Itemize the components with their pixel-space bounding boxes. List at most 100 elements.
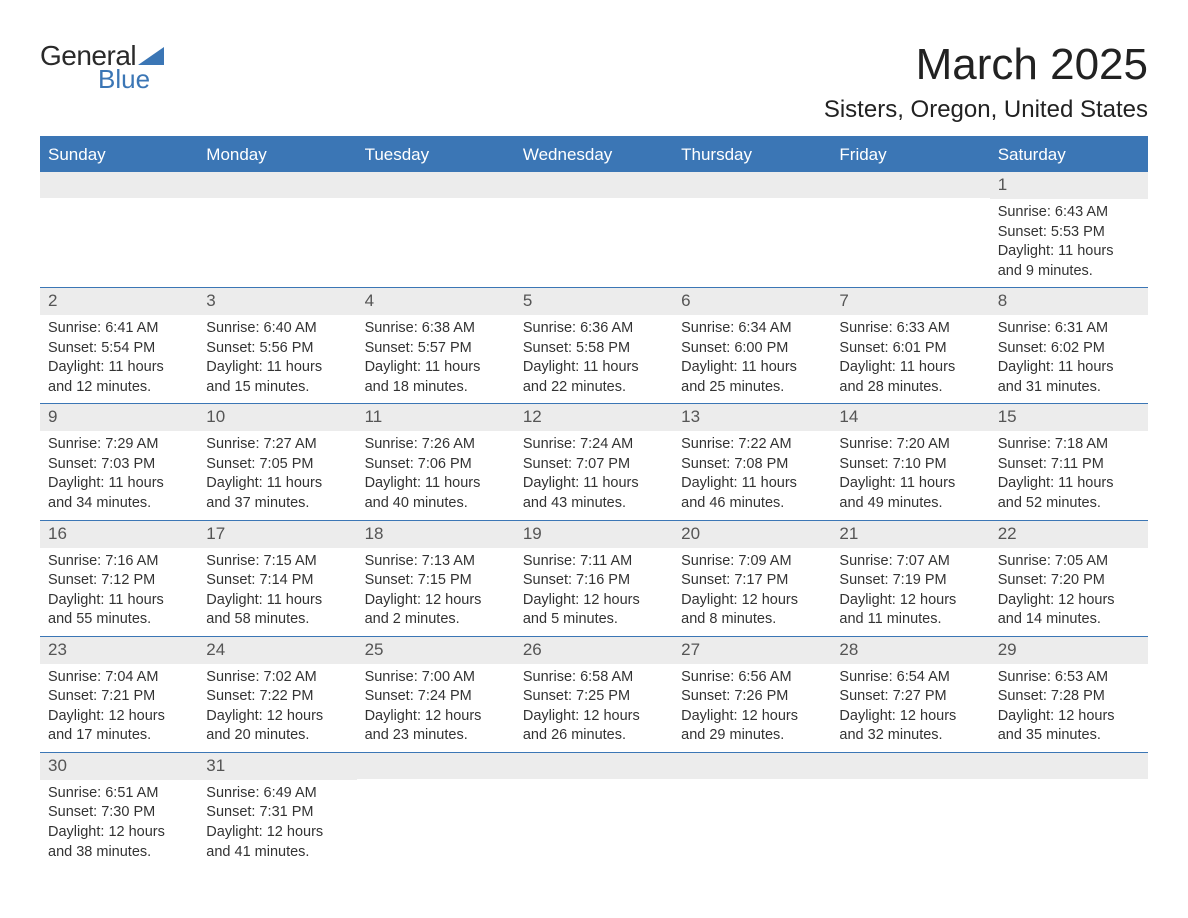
sunset-text: Sunset: 7:12 PM (48, 571, 190, 591)
day-body: Sunrise: 7:00 AMSunset: 7:24 PMDaylight:… (357, 664, 515, 752)
day-body: Sunrise: 7:04 AMSunset: 7:21 PMDaylight:… (40, 664, 198, 752)
daylight-text: Daylight: 11 hours and 12 minutes. (48, 358, 190, 397)
sunset-text: Sunset: 7:06 PM (365, 455, 507, 475)
day-number: 18 (357, 521, 515, 548)
day-body: Sunrise: 6:33 AMSunset: 6:01 PMDaylight:… (831, 315, 989, 403)
calendar-week: 1Sunrise: 6:43 AMSunset: 5:53 PMDaylight… (40, 172, 1148, 288)
day-number: 1 (990, 172, 1148, 199)
day-number: 19 (515, 521, 673, 548)
day-body: Sunrise: 7:16 AMSunset: 7:12 PMDaylight:… (40, 548, 198, 636)
sunrise-text: Sunrise: 7:26 AM (365, 435, 507, 455)
day-number: 20 (673, 521, 831, 548)
sunrise-text: Sunrise: 7:13 AM (365, 552, 507, 572)
sunset-text: Sunset: 7:19 PM (839, 571, 981, 591)
sunrise-text: Sunrise: 6:54 AM (839, 668, 981, 688)
day-body: Sunrise: 7:27 AMSunset: 7:05 PMDaylight:… (198, 431, 356, 519)
day-number: 27 (673, 637, 831, 664)
calendar-cell: 8Sunrise: 6:31 AMSunset: 6:02 PMDaylight… (990, 288, 1148, 404)
day-body: Sunrise: 7:07 AMSunset: 7:19 PMDaylight:… (831, 548, 989, 636)
daylight-text: Daylight: 11 hours and 31 minutes. (998, 358, 1140, 397)
daylight-text: Daylight: 12 hours and 23 minutes. (365, 707, 507, 746)
daylight-text: Daylight: 12 hours and 38 minutes. (48, 823, 190, 862)
day-number: 7 (831, 288, 989, 315)
calendar-cell (357, 752, 515, 868)
weekday-header-row: Sunday Monday Tuesday Wednesday Thursday… (40, 138, 1148, 172)
daylight-text: Daylight: 11 hours and 43 minutes. (523, 474, 665, 513)
sunrise-text: Sunrise: 7:27 AM (206, 435, 348, 455)
calendar-cell: 15Sunrise: 7:18 AMSunset: 7:11 PMDayligh… (990, 404, 1148, 520)
sunset-text: Sunset: 7:30 PM (48, 803, 190, 823)
sunset-text: Sunset: 7:27 PM (839, 687, 981, 707)
sunset-text: Sunset: 5:53 PM (998, 223, 1140, 243)
sunrise-text: Sunrise: 6:36 AM (523, 319, 665, 339)
day-body: Sunrise: 6:36 AMSunset: 5:58 PMDaylight:… (515, 315, 673, 403)
daylight-text: Daylight: 11 hours and 22 minutes. (523, 358, 665, 397)
calendar-cell: 1Sunrise: 6:43 AMSunset: 5:53 PMDaylight… (990, 172, 1148, 288)
daylight-text: Daylight: 11 hours and 52 minutes. (998, 474, 1140, 513)
daylight-text: Daylight: 11 hours and 18 minutes. (365, 358, 507, 397)
sunset-text: Sunset: 7:07 PM (523, 455, 665, 475)
day-number: 28 (831, 637, 989, 664)
sunrise-text: Sunrise: 6:49 AM (206, 784, 348, 804)
daylight-text: Daylight: 12 hours and 11 minutes. (839, 591, 981, 630)
day-number: 24 (198, 637, 356, 664)
daylight-text: Daylight: 11 hours and 34 minutes. (48, 474, 190, 513)
day-body: Sunrise: 6:41 AMSunset: 5:54 PMDaylight:… (40, 315, 198, 403)
sunset-text: Sunset: 7:22 PM (206, 687, 348, 707)
calendar-cell: 22Sunrise: 7:05 AMSunset: 7:20 PMDayligh… (990, 520, 1148, 636)
day-number: 23 (40, 637, 198, 664)
sunrise-text: Sunrise: 7:15 AM (206, 552, 348, 572)
sunset-text: Sunset: 5:54 PM (48, 339, 190, 359)
sunrise-text: Sunrise: 6:33 AM (839, 319, 981, 339)
daylight-text: Daylight: 11 hours and 55 minutes. (48, 591, 190, 630)
sunrise-text: Sunrise: 6:34 AM (681, 319, 823, 339)
daylight-text: Daylight: 11 hours and 9 minutes. (998, 242, 1140, 281)
daylight-text: Daylight: 12 hours and 29 minutes. (681, 707, 823, 746)
sunrise-text: Sunrise: 7:20 AM (839, 435, 981, 455)
day-body (357, 779, 515, 857)
day-body: Sunrise: 6:43 AMSunset: 5:53 PMDaylight:… (990, 199, 1148, 287)
sunrise-text: Sunrise: 7:29 AM (48, 435, 190, 455)
day-body (673, 198, 831, 276)
day-number (673, 172, 831, 198)
day-number: 11 (357, 404, 515, 431)
calendar-cell (673, 752, 831, 868)
calendar-week: 2Sunrise: 6:41 AMSunset: 5:54 PMDaylight… (40, 288, 1148, 404)
calendar-week: 30Sunrise: 6:51 AMSunset: 7:30 PMDayligh… (40, 752, 1148, 868)
calendar-cell (831, 172, 989, 288)
daylight-text: Daylight: 11 hours and 28 minutes. (839, 358, 981, 397)
sunset-text: Sunset: 7:08 PM (681, 455, 823, 475)
sunrise-text: Sunrise: 7:18 AM (998, 435, 1140, 455)
calendar-cell: 28Sunrise: 6:54 AMSunset: 7:27 PMDayligh… (831, 636, 989, 752)
day-number: 4 (357, 288, 515, 315)
daylight-text: Daylight: 12 hours and 5 minutes. (523, 591, 665, 630)
col-saturday: Saturday (990, 138, 1148, 172)
sunset-text: Sunset: 7:03 PM (48, 455, 190, 475)
calendar-cell: 17Sunrise: 7:15 AMSunset: 7:14 PMDayligh… (198, 520, 356, 636)
day-number: 25 (357, 637, 515, 664)
day-number (990, 753, 1148, 779)
calendar-cell: 24Sunrise: 7:02 AMSunset: 7:22 PMDayligh… (198, 636, 356, 752)
calendar-cell: 16Sunrise: 7:16 AMSunset: 7:12 PMDayligh… (40, 520, 198, 636)
calendar-cell: 5Sunrise: 6:36 AMSunset: 5:58 PMDaylight… (515, 288, 673, 404)
day-body: Sunrise: 7:26 AMSunset: 7:06 PMDaylight:… (357, 431, 515, 519)
day-body: Sunrise: 7:18 AMSunset: 7:11 PMDaylight:… (990, 431, 1148, 519)
day-number (515, 172, 673, 198)
col-sunday: Sunday (40, 138, 198, 172)
sunrise-text: Sunrise: 6:31 AM (998, 319, 1140, 339)
daylight-text: Daylight: 12 hours and 8 minutes. (681, 591, 823, 630)
day-body: Sunrise: 7:24 AMSunset: 7:07 PMDaylight:… (515, 431, 673, 519)
daylight-text: Daylight: 12 hours and 20 minutes. (206, 707, 348, 746)
col-friday: Friday (831, 138, 989, 172)
day-body: Sunrise: 6:40 AMSunset: 5:56 PMDaylight:… (198, 315, 356, 403)
day-body: Sunrise: 7:13 AMSunset: 7:15 PMDaylight:… (357, 548, 515, 636)
calendar-cell (357, 172, 515, 288)
day-body (198, 198, 356, 276)
daylight-text: Daylight: 11 hours and 58 minutes. (206, 591, 348, 630)
sunrise-text: Sunrise: 6:40 AM (206, 319, 348, 339)
day-number: 29 (990, 637, 1148, 664)
sunset-text: Sunset: 7:17 PM (681, 571, 823, 591)
day-body: Sunrise: 7:20 AMSunset: 7:10 PMDaylight:… (831, 431, 989, 519)
day-body: Sunrise: 6:49 AMSunset: 7:31 PMDaylight:… (198, 780, 356, 868)
month-title: March 2025 (824, 40, 1148, 90)
